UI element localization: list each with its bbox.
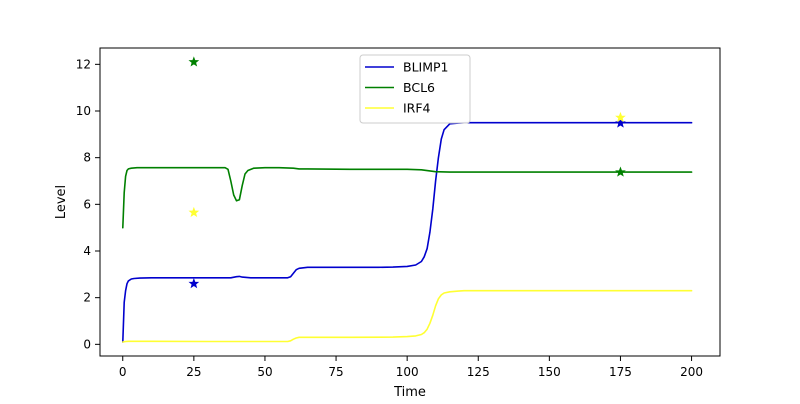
y-tick-label: 2 (83, 291, 91, 305)
y-tick-label: 12 (76, 57, 91, 71)
x-tick-label: 175 (609, 365, 632, 379)
star-marker-bcl6 (615, 166, 626, 177)
axes: 0 25 50 75 100 125 150 175 200 0 2 4 6 8 10 12 Time Le… (54, 47, 721, 400)
plot-frame (99, 47, 721, 357)
series-line-irf4 (122, 289, 693, 343)
star-marker-irf4 (188, 206, 200, 218)
x-tick-label: 100 (396, 365, 419, 379)
star-marker-blimp1 (615, 117, 626, 128)
x-tick-label: 0 (119, 365, 127, 379)
x-tick-label: 150 (538, 365, 561, 379)
legend-frame (359, 54, 471, 124)
legend: BLIMP1 BCL6 IRF4 (359, 54, 471, 124)
plot-area (122, 56, 693, 343)
y-tick-label: 4 (83, 244, 91, 258)
star-marker-blimp1 (188, 278, 200, 289)
legend-label-bcl6: BCL6 (403, 80, 435, 95)
x-tick-label: 50 (257, 365, 272, 379)
series-lines (122, 121, 693, 343)
star-marker-irf4 (615, 111, 626, 123)
series-line-blimp1 (122, 121, 693, 343)
y-axis-label: Level (54, 185, 69, 219)
x-tick-label: 75 (328, 365, 343, 379)
legend-label-irf4: IRF4 (403, 101, 431, 116)
x-axis-ticks: 0 25 50 75 100 125 150 175 200 (119, 356, 703, 379)
legend-label-blimp1: BLIMP1 (403, 60, 449, 75)
x-tick-label: 25 (186, 365, 201, 379)
star-marker-bcl6 (188, 56, 200, 67)
y-tick-label: 8 (83, 151, 91, 165)
x-tick-label: 125 (467, 365, 490, 379)
series-line-bcl6 (122, 166, 693, 229)
y-tick-label: 10 (76, 104, 91, 118)
x-axis-label: Time (393, 385, 426, 400)
series-markers (188, 56, 626, 289)
y-tick-label: 0 (83, 337, 91, 351)
x-tick-label: 200 (680, 365, 703, 379)
y-axis-ticks: 0 2 4 6 8 10 12 (76, 57, 100, 351)
y-tick-label: 6 (83, 197, 91, 211)
